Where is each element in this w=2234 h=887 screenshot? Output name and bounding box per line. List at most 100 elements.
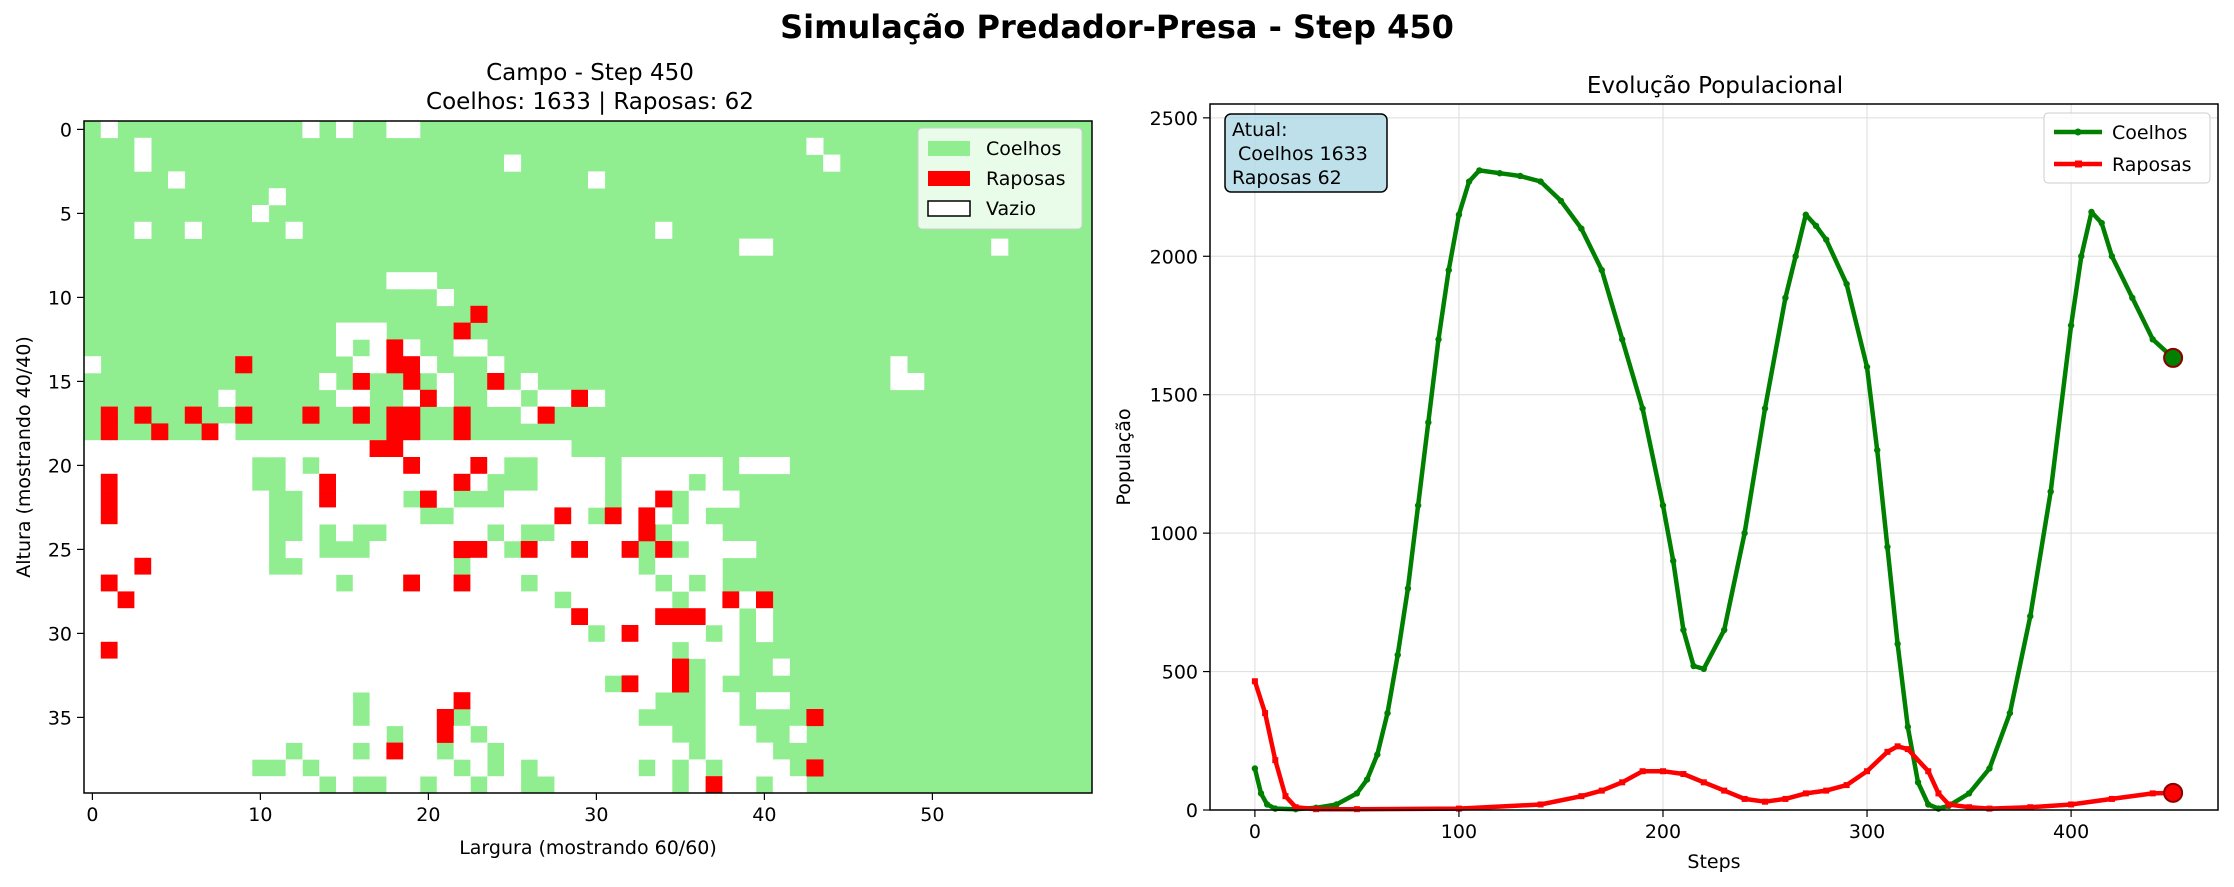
fox-data-point bbox=[1904, 746, 1911, 753]
empty-cell bbox=[302, 625, 320, 643]
empty-cell bbox=[336, 473, 354, 491]
empty-cell bbox=[134, 574, 152, 592]
empty-cell bbox=[285, 591, 303, 609]
empty-cell bbox=[672, 557, 690, 575]
empty-cell bbox=[470, 759, 488, 777]
empty-cell bbox=[268, 591, 286, 609]
empty-cell bbox=[537, 608, 555, 626]
fox-data-point bbox=[1935, 790, 1942, 797]
empty-cell bbox=[436, 557, 454, 575]
fox-data-point bbox=[1313, 806, 1320, 813]
fox-cell bbox=[403, 356, 421, 374]
empty-cell bbox=[537, 759, 555, 777]
fox-cell bbox=[537, 406, 555, 424]
empty-cell bbox=[756, 608, 774, 626]
empty-cell bbox=[134, 709, 152, 727]
empty-cell bbox=[403, 709, 421, 727]
empty-cell bbox=[386, 608, 404, 626]
empty-cell bbox=[420, 457, 438, 475]
empty-cell bbox=[302, 692, 320, 710]
empty-cell bbox=[302, 675, 320, 693]
rabbit-data-point bbox=[2067, 322, 2075, 329]
empty-cell bbox=[352, 322, 370, 340]
heatmap-title-line-1: Campo - Step 450 bbox=[486, 60, 694, 86]
empty-cell bbox=[655, 557, 673, 575]
empty-cell bbox=[386, 776, 404, 794]
empty-cell bbox=[302, 709, 320, 727]
empty-cell bbox=[369, 339, 387, 357]
empty-cell bbox=[655, 591, 673, 609]
empty-cell bbox=[588, 608, 606, 626]
empty-cell bbox=[487, 507, 505, 525]
empty-cell bbox=[588, 742, 606, 760]
fox-data-point bbox=[1282, 793, 1289, 800]
empty-cell bbox=[235, 776, 253, 794]
empty-cell bbox=[168, 507, 186, 525]
empty-cell bbox=[235, 591, 253, 609]
empty-cell bbox=[100, 709, 118, 727]
empty-cell bbox=[420, 440, 438, 458]
rabbit-current-marker bbox=[2163, 347, 2184, 368]
empty-cell bbox=[537, 625, 555, 643]
empty-cell bbox=[470, 658, 488, 676]
empty-cell bbox=[420, 541, 438, 559]
empty-cell bbox=[772, 692, 790, 710]
fox-cell bbox=[436, 725, 454, 743]
empty-cell bbox=[184, 675, 202, 693]
empty-cell bbox=[504, 389, 522, 407]
empty-cell bbox=[604, 541, 622, 559]
empty-cell bbox=[436, 759, 454, 777]
rabbit-data-point bbox=[1476, 167, 1483, 174]
empty-cell bbox=[84, 574, 102, 592]
empty-cell bbox=[369, 541, 387, 559]
empty-cell bbox=[537, 692, 555, 710]
empty-cell bbox=[235, 541, 253, 559]
empty-cell bbox=[184, 742, 202, 760]
empty-cell bbox=[470, 524, 488, 542]
empty-cell bbox=[470, 473, 488, 491]
fox-cell bbox=[134, 557, 152, 575]
empty-cell bbox=[268, 641, 286, 659]
fox-cell bbox=[705, 776, 723, 794]
empty-cell bbox=[604, 591, 622, 609]
empty-cell bbox=[554, 658, 572, 676]
empty-cell bbox=[134, 490, 152, 508]
rabbit-data-point bbox=[1384, 709, 1391, 717]
empty-cell bbox=[386, 557, 404, 575]
fox-cell bbox=[403, 457, 421, 475]
heatmap-y-tick-label: 0 bbox=[60, 119, 72, 141]
empty-cell bbox=[369, 641, 387, 659]
rabbit-data-point bbox=[1435, 336, 1442, 343]
empty-cell bbox=[336, 742, 354, 760]
empty-cell bbox=[302, 725, 320, 743]
fox-cell bbox=[722, 591, 740, 609]
empty-cell bbox=[571, 490, 589, 508]
empty-cell bbox=[621, 507, 639, 525]
empty-cell bbox=[739, 759, 757, 777]
empty-cell bbox=[201, 725, 219, 743]
line-chart-series bbox=[1251, 167, 2184, 813]
empty-cell bbox=[218, 389, 236, 407]
fox-cell bbox=[487, 373, 505, 391]
rabbit-data-point bbox=[1904, 723, 1912, 731]
empty-cell bbox=[470, 641, 488, 659]
empty-cell bbox=[621, 524, 639, 542]
empty-cell bbox=[554, 457, 572, 475]
empty-cell bbox=[621, 490, 639, 508]
empty-cell bbox=[436, 776, 454, 794]
line-chart-grid bbox=[1210, 104, 2218, 811]
empty-cell bbox=[302, 541, 320, 559]
empty-cell bbox=[285, 675, 303, 693]
empty-cell bbox=[201, 675, 219, 693]
empty-cell bbox=[218, 423, 236, 441]
empty-cell bbox=[134, 776, 152, 794]
heatmap-legend-label: Vazio bbox=[986, 198, 1036, 220]
rabbit-data-point bbox=[1598, 266, 1605, 274]
rabbit-data-point bbox=[1618, 336, 1626, 343]
empty-cell bbox=[571, 574, 589, 592]
heatmap-y-tick-label: 25 bbox=[48, 539, 72, 561]
rabbit-data-point bbox=[1251, 765, 1259, 772]
empty-cell bbox=[537, 557, 555, 575]
empty-cell bbox=[537, 457, 555, 475]
rabbit-data-point bbox=[1986, 765, 1993, 772]
